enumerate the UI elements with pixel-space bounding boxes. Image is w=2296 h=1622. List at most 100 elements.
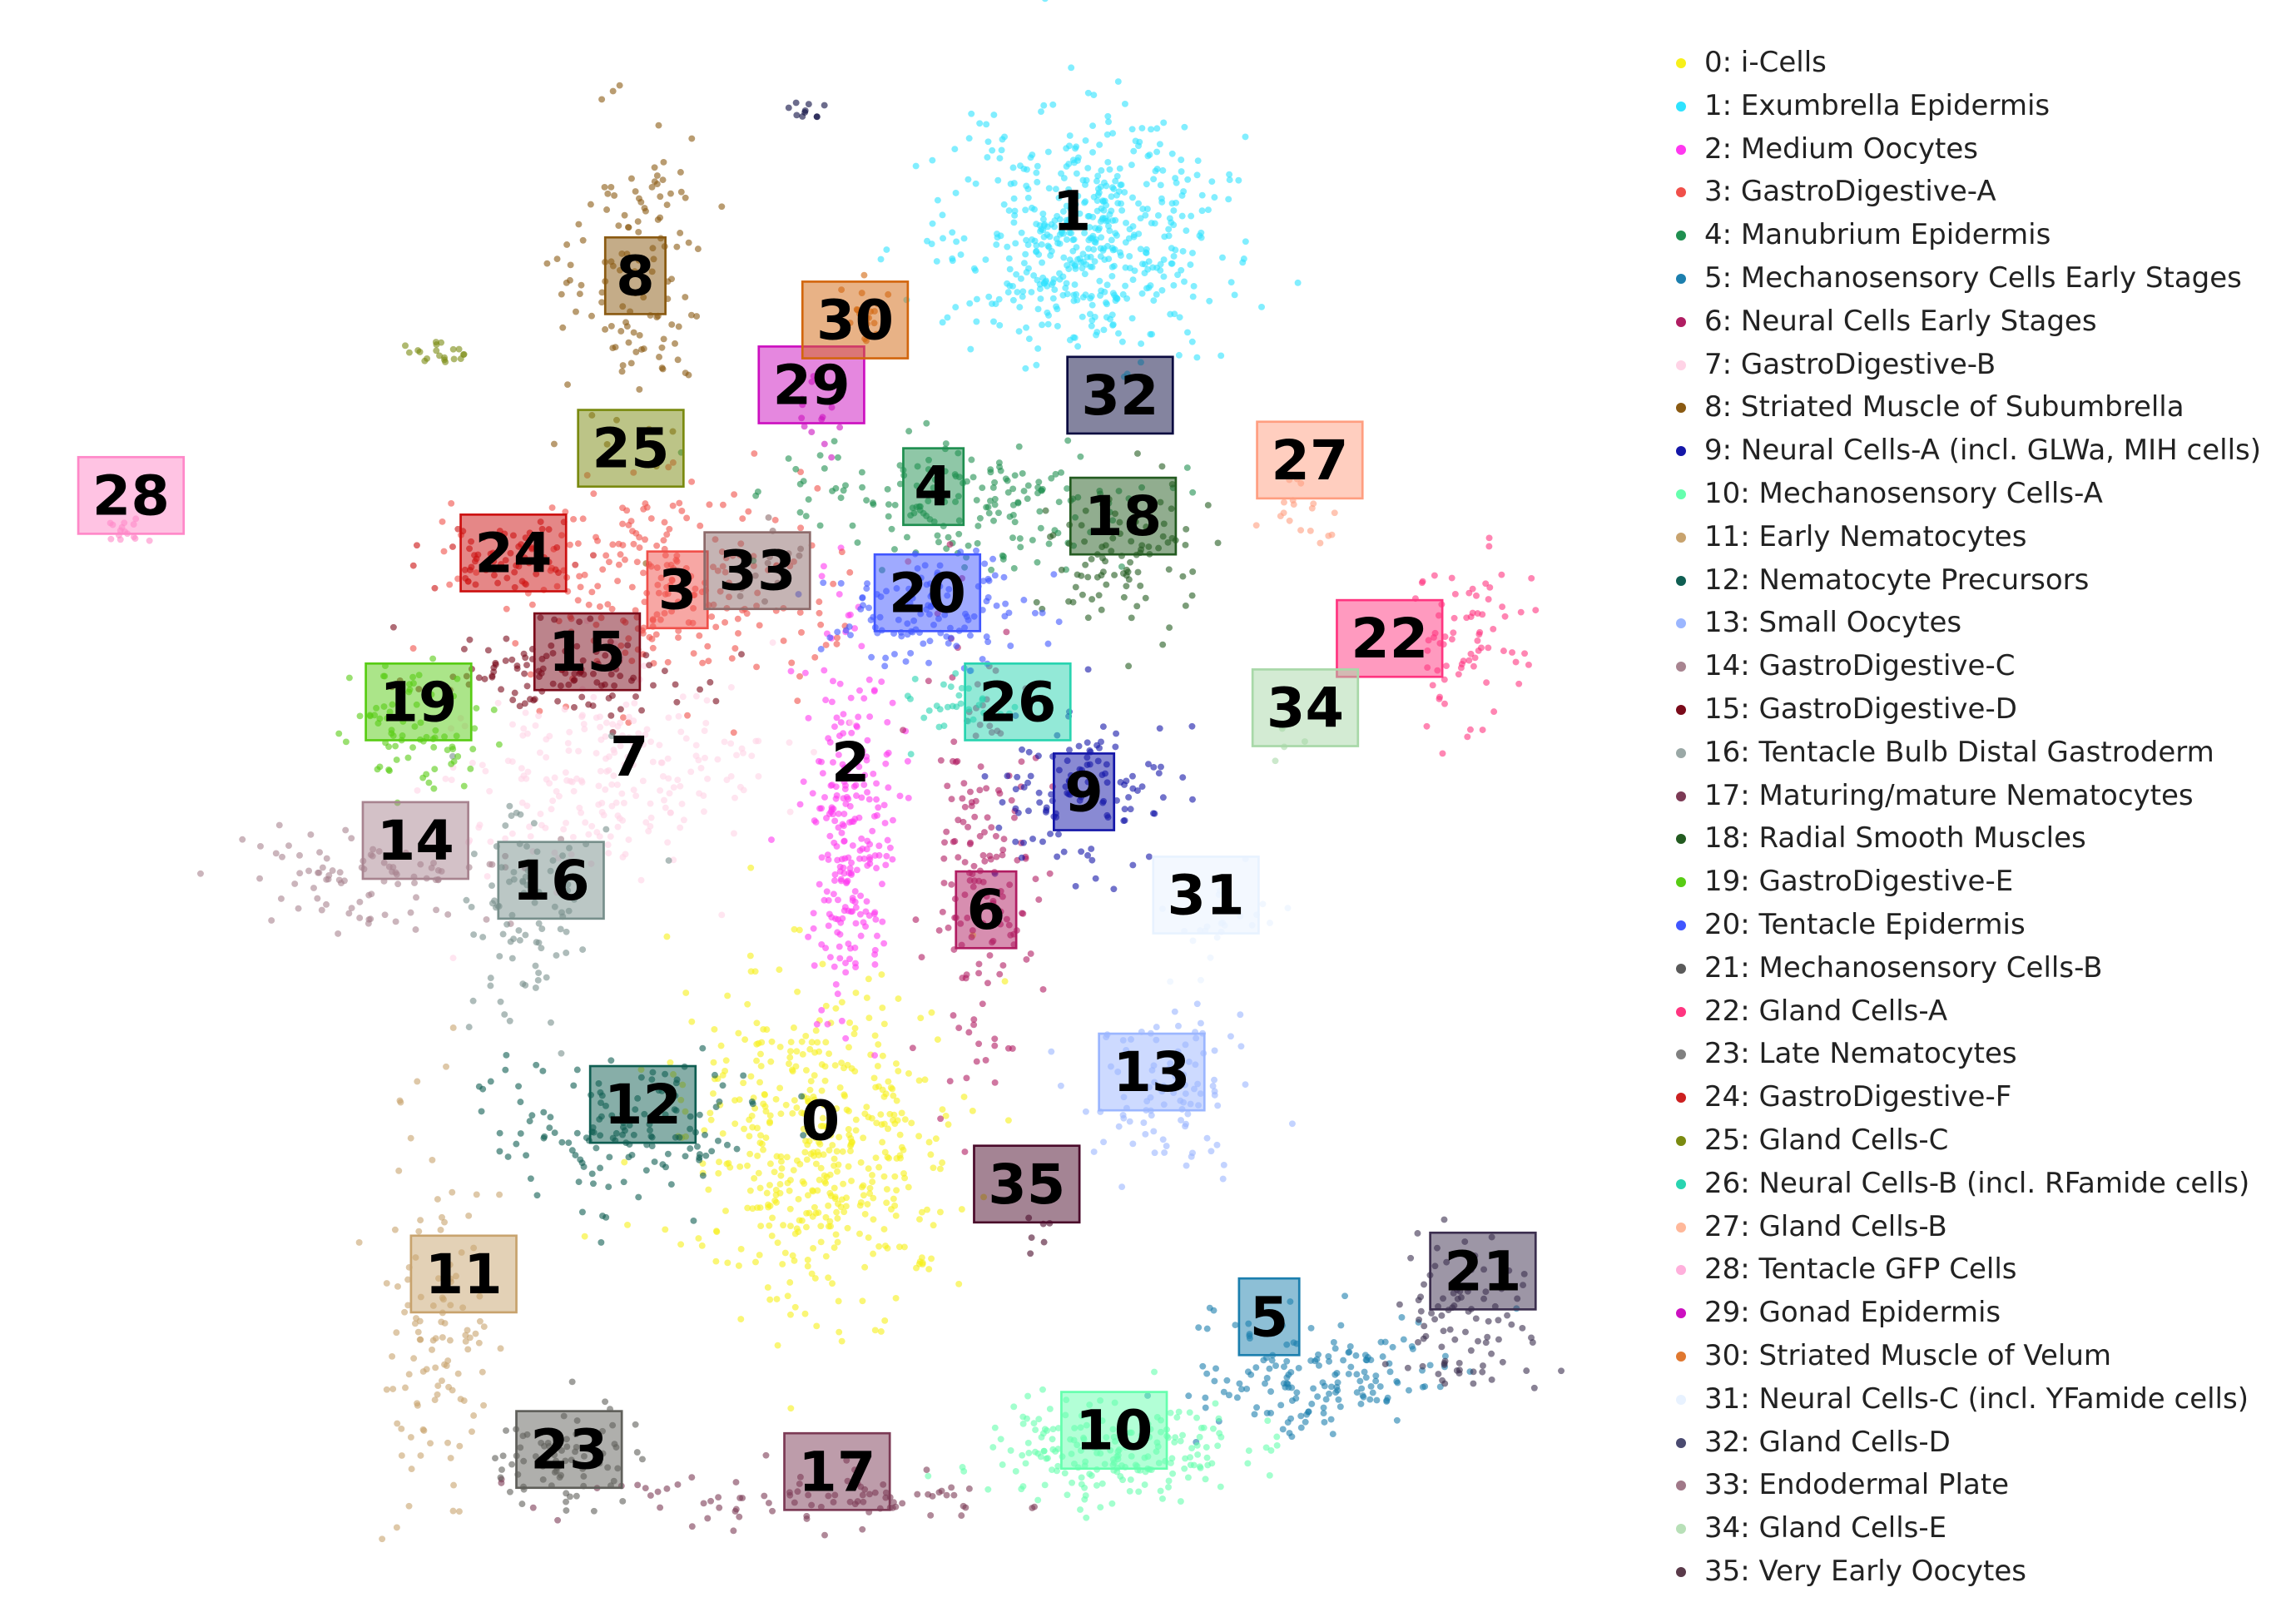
data-point [889,856,896,863]
cluster-label-text: 20 [889,562,966,625]
data-point [1093,177,1100,185]
data-point [449,1024,457,1031]
data-point [878,971,885,978]
data-point [481,676,488,682]
data-point [1050,571,1058,578]
data-point [642,731,649,738]
data-point [716,1098,723,1105]
data-point [1024,241,1032,249]
data-point [906,695,914,702]
data-point [1414,1230,1421,1237]
data-point [928,1009,935,1016]
data-point [1063,236,1070,243]
cluster-6-points [900,541,1056,1155]
data-point [984,814,991,821]
data-point [1198,234,1205,241]
data-point [806,1111,813,1119]
data-point [575,221,583,228]
data-point [718,911,726,919]
data-point [1129,223,1137,230]
data-point [872,1154,880,1162]
data-point [619,854,627,861]
data-point [633,1449,641,1456]
data-point [506,1488,513,1496]
data-point [696,790,703,797]
data-point [1393,1416,1401,1424]
data-point [1195,1324,1203,1332]
data-point [1160,273,1168,280]
data-point [891,1173,899,1180]
data-point [859,594,866,601]
data-point [1211,1377,1218,1385]
data-point [563,776,571,784]
data-point [1203,1325,1211,1332]
cluster-label-35: 35 [973,1144,1081,1224]
data-point [692,742,700,749]
legend-item: 15: GastroDigestive-D [1673,688,2289,732]
data-point [588,1170,596,1178]
data-point [1237,1043,1245,1050]
data-point [831,723,838,731]
data-point [881,820,889,826]
data-point [1159,641,1167,648]
data-point [766,1112,774,1119]
data-point [1217,1483,1224,1491]
data-point [987,497,994,504]
data-point [1143,206,1151,212]
data-point [196,870,204,877]
data-point [1125,794,1133,801]
data-point [857,932,865,940]
data-point [1039,1430,1047,1437]
data-point [1297,1424,1305,1431]
data-point [679,693,687,701]
data-point [1179,248,1187,255]
data-point [1197,976,1204,984]
data-point [849,522,856,529]
cluster-label-text: 23 [530,1418,607,1481]
data-point [1039,609,1046,617]
data-point [1024,807,1032,815]
data-point [791,925,798,933]
data-point [1187,261,1194,268]
data-point [793,1048,801,1055]
data-point [1023,324,1030,331]
data-point [665,714,672,722]
data-point [563,1507,570,1514]
data-point [892,1212,900,1219]
data-point [845,1108,852,1114]
data-point [838,1337,846,1345]
data-point [700,808,707,816]
data-point [522,709,529,717]
data-point [952,304,960,310]
data-point [1297,1412,1305,1420]
data-point [454,1370,462,1377]
data-point [471,725,479,732]
data-point [1194,1451,1202,1458]
data-point [285,842,292,850]
data-point [595,782,603,790]
data-point [1019,1420,1027,1427]
data-point [576,290,583,298]
data-point [1353,1389,1361,1396]
data-point [432,1364,439,1372]
data-point [518,1500,526,1507]
data-point [543,736,550,743]
data-point [431,584,439,592]
data-point [699,1044,707,1052]
data-point [437,1226,444,1233]
data-point [653,542,661,549]
cluster-label-text: 9 [1064,761,1103,824]
data-point [883,852,890,860]
data-point [863,1104,870,1111]
data-point [896,480,904,488]
data-point [1438,1343,1446,1351]
data-point [1247,1371,1255,1378]
data-point [1170,207,1178,214]
data-point [707,678,714,686]
data-point [1044,242,1052,250]
cluster-label-text: 8 [616,245,655,308]
data-point [619,362,627,369]
data-point [837,719,845,726]
data-point [414,1328,422,1336]
cluster-label-26: 26 [964,662,1072,742]
